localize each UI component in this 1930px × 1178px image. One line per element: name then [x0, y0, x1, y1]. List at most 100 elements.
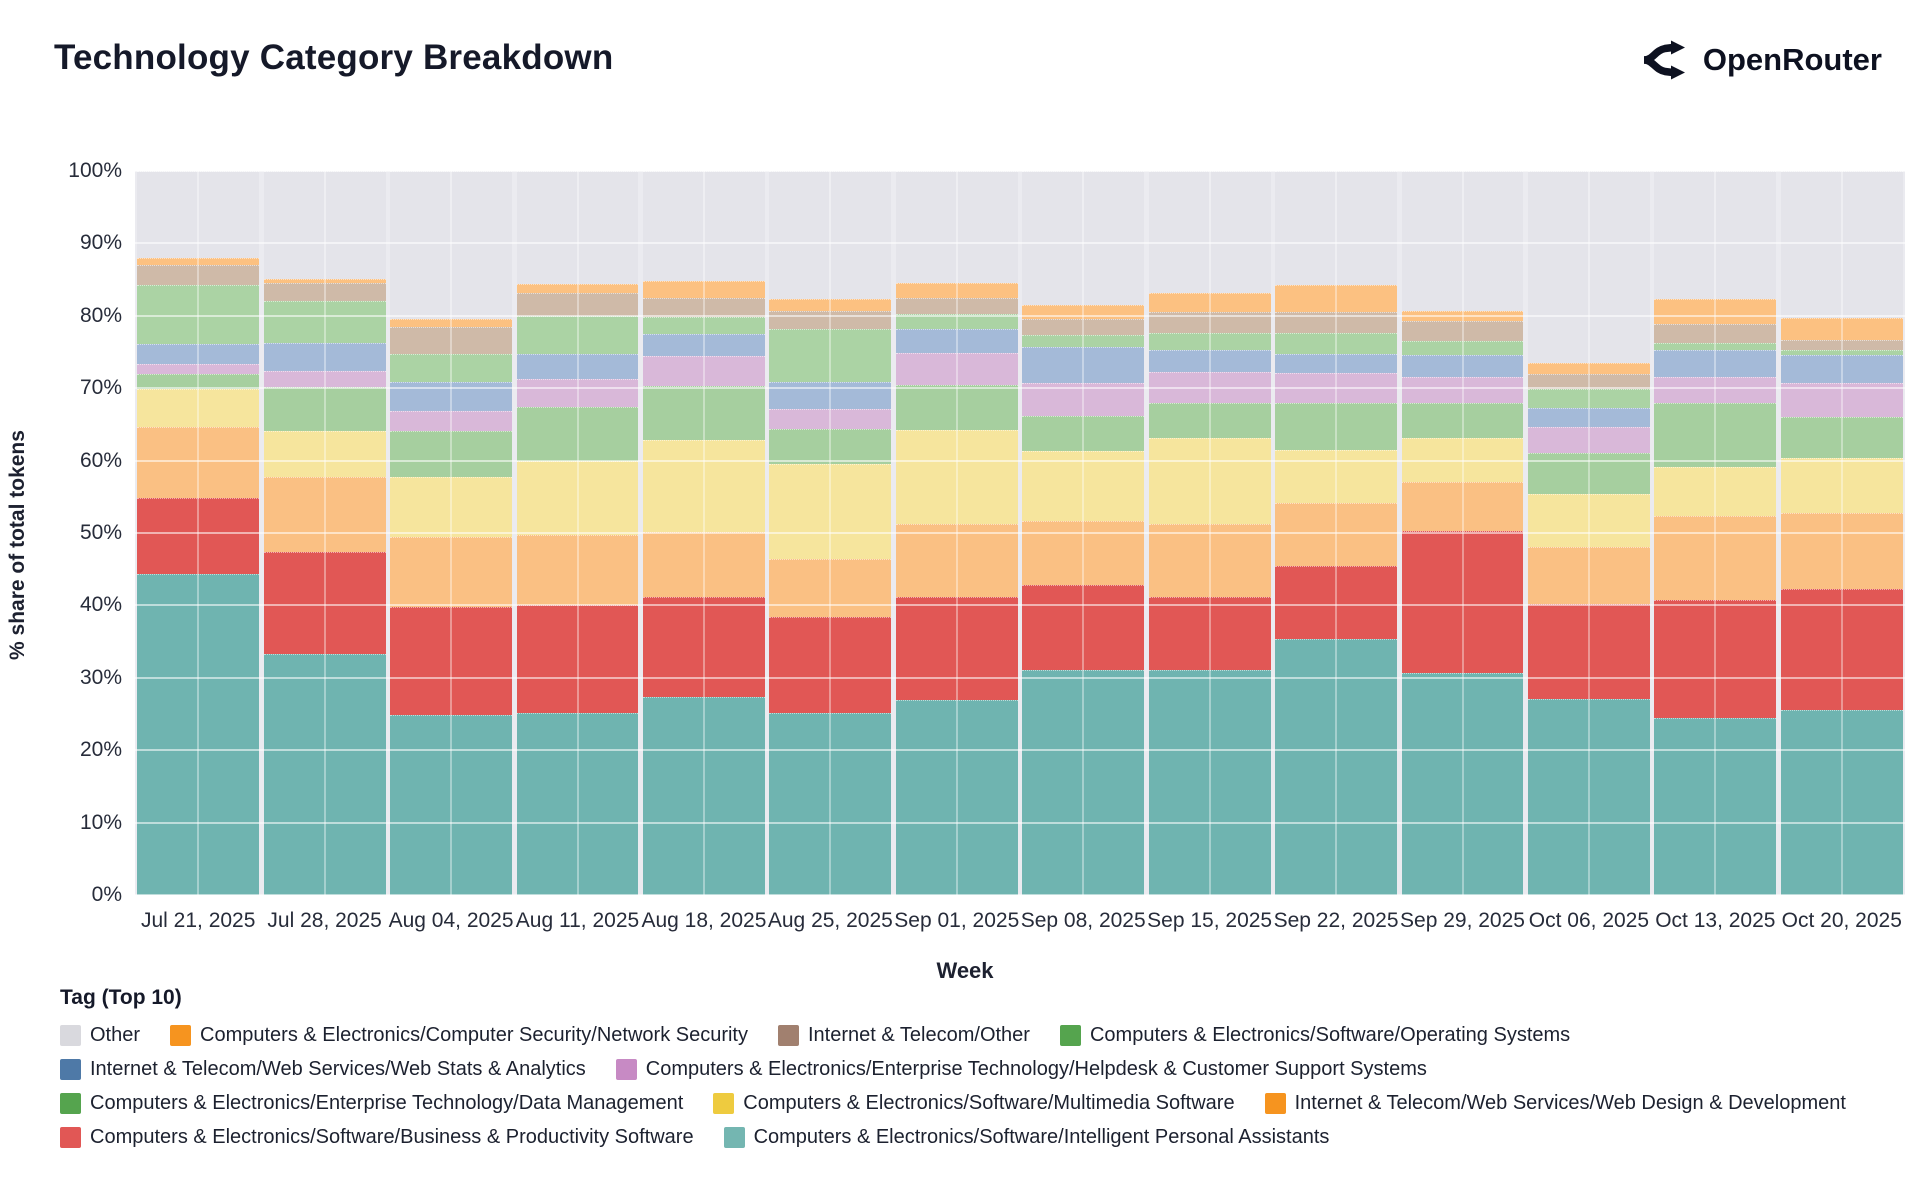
segment-helpdesk-customer-support[interactable] [1401, 377, 1524, 404]
segment-intelligent-personal-assistants[interactable] [642, 696, 765, 895]
legend-item-helpdesk-customer-support[interactable]: Computers & Electronics/Enterprise Techn… [615, 1058, 1427, 1081]
segment-network-security[interactable] [137, 257, 260, 266]
segment-helpdesk-customer-support[interactable] [1654, 376, 1777, 404]
segment-web-stats-analytics[interactable] [642, 333, 765, 356]
segment-web-design-development[interactable] [1148, 523, 1271, 597]
segment-business-productivity-software[interactable] [642, 596, 765, 697]
bar-week-11[interactable] [1401, 171, 1524, 895]
segment-intelligent-personal-assistants[interactable] [1654, 718, 1777, 895]
segment-web-stats-analytics[interactable] [1275, 354, 1398, 373]
segment-web-design-development[interactable] [1401, 482, 1524, 531]
segment-web-design-development[interactable] [263, 476, 386, 552]
segment-web-stats-analytics[interactable] [1527, 407, 1650, 428]
segment-network-security[interactable] [1022, 304, 1145, 320]
bar-week-7[interactable] [895, 171, 1018, 895]
segment-helpdesk-customer-support[interactable] [137, 363, 260, 374]
segment-intelligent-personal-assistants[interactable] [895, 700, 1018, 895]
segment-web-stats-analytics[interactable] [1148, 349, 1271, 372]
segment-internet-telecom-other[interactable] [137, 265, 260, 285]
bar-week-2[interactable] [263, 171, 386, 895]
segment-internet-telecom-other[interactable] [1654, 323, 1777, 343]
segment-other[interactable] [769, 171, 892, 300]
segment-multimedia-software[interactable] [1022, 451, 1145, 522]
segment-multimedia-software[interactable] [263, 430, 386, 477]
segment-intelligent-personal-assistants[interactable] [390, 715, 513, 895]
segment-web-stats-analytics[interactable] [1780, 354, 1903, 384]
segment-internet-telecom-other[interactable] [516, 292, 639, 316]
segment-web-stats-analytics[interactable] [390, 382, 513, 412]
segment-web-design-development[interactable] [390, 537, 513, 607]
segment-helpdesk-customer-support[interactable] [895, 353, 1018, 385]
segment-web-design-development[interactable] [1022, 521, 1145, 586]
segment-intelligent-personal-assistants[interactable] [1780, 709, 1903, 895]
segment-web-stats-analytics[interactable] [895, 328, 1018, 354]
segment-other[interactable] [1401, 171, 1524, 312]
segment-multimedia-software[interactable] [516, 460, 639, 536]
segment-operating-systems[interactable] [1022, 334, 1145, 347]
segment-internet-telecom-other[interactable] [390, 326, 513, 355]
segment-web-design-development[interactable] [642, 532, 765, 597]
segment-data-management[interactable] [1780, 417, 1903, 458]
legend-item-operating-systems[interactable]: Computers & Electronics/Software/Operati… [1059, 1024, 1570, 1047]
segment-data-management[interactable] [1022, 416, 1145, 452]
segment-data-management[interactable] [1148, 403, 1271, 439]
legend-item-network-security[interactable]: Computers & Electronics/Computer Securit… [170, 1024, 748, 1047]
segment-web-stats-analytics[interactable] [137, 344, 260, 364]
legend-item-data-management[interactable]: Computers & Electronics/Enterprise Techn… [60, 1092, 683, 1115]
segment-data-management[interactable] [1527, 452, 1650, 494]
segment-data-management[interactable] [1401, 403, 1524, 439]
bar-week-8[interactable] [1022, 171, 1145, 895]
segment-other[interactable] [1527, 171, 1650, 363]
segment-operating-systems[interactable] [390, 354, 513, 383]
segment-web-stats-analytics[interactable] [1022, 346, 1145, 384]
segment-network-security[interactable] [1401, 311, 1524, 321]
segment-web-design-development[interactable] [769, 559, 892, 617]
segment-operating-systems[interactable] [1275, 333, 1398, 355]
segment-web-design-development[interactable] [1275, 502, 1398, 566]
segment-network-security[interactable] [390, 318, 513, 327]
segment-intelligent-personal-assistants[interactable] [1022, 669, 1145, 895]
segment-intelligent-personal-assistants[interactable] [1527, 698, 1650, 895]
segment-intelligent-personal-assistants[interactable] [137, 573, 260, 895]
segment-network-security[interactable] [1148, 293, 1271, 313]
legend-item-internet-telecom-other[interactable]: Internet & Telecom/Other [778, 1024, 1030, 1047]
segment-operating-systems[interactable] [642, 317, 765, 334]
segment-internet-telecom-other[interactable] [1527, 374, 1650, 389]
segment-internet-telecom-other[interactable] [263, 283, 386, 302]
bar-week-4[interactable] [516, 171, 639, 895]
segment-network-security[interactable] [642, 281, 765, 298]
legend-item-other[interactable]: Other [60, 1024, 140, 1047]
segment-multimedia-software[interactable] [1780, 457, 1903, 514]
segment-operating-systems[interactable] [263, 301, 386, 343]
bar-week-5[interactable] [642, 171, 765, 895]
segment-network-security[interactable] [263, 278, 386, 284]
segment-intelligent-personal-assistants[interactable] [263, 653, 386, 895]
legend-item-web-design-development[interactable]: Internet & Telecom/Web Services/Web Desi… [1264, 1092, 1846, 1115]
bar-week-9[interactable] [1148, 171, 1271, 895]
legend-item-business-productivity-software[interactable]: Computers & Electronics/Software/Busines… [60, 1126, 694, 1149]
segment-network-security[interactable] [1654, 299, 1777, 324]
segment-business-productivity-software[interactable] [769, 617, 892, 714]
segment-multimedia-software[interactable] [1401, 438, 1524, 483]
segment-business-productivity-software[interactable] [1148, 596, 1271, 670]
segment-data-management[interactable] [1275, 403, 1398, 451]
segment-multimedia-software[interactable] [895, 430, 1018, 524]
segment-intelligent-personal-assistants[interactable] [769, 713, 892, 895]
segment-web-design-development[interactable] [895, 523, 1018, 598]
segment-internet-telecom-other[interactable] [1148, 312, 1271, 334]
segment-web-design-development[interactable] [1780, 513, 1903, 589]
segment-operating-systems[interactable] [895, 313, 1018, 329]
segment-other[interactable] [1275, 171, 1398, 285]
segment-business-productivity-software[interactable] [1275, 565, 1398, 639]
segment-intelligent-personal-assistants[interactable] [516, 713, 639, 895]
segment-internet-telecom-other[interactable] [1780, 340, 1903, 350]
segment-web-stats-analytics[interactable] [516, 354, 639, 379]
segment-web-design-development[interactable] [137, 427, 260, 498]
segment-business-productivity-software[interactable] [263, 551, 386, 654]
segment-network-security[interactable] [1780, 317, 1903, 341]
segment-helpdesk-customer-support[interactable] [642, 355, 765, 387]
segment-business-productivity-software[interactable] [137, 497, 260, 574]
segment-web-design-development[interactable] [1654, 515, 1777, 601]
segment-business-productivity-software[interactable] [1780, 588, 1903, 710]
segment-business-productivity-software[interactable] [390, 606, 513, 716]
